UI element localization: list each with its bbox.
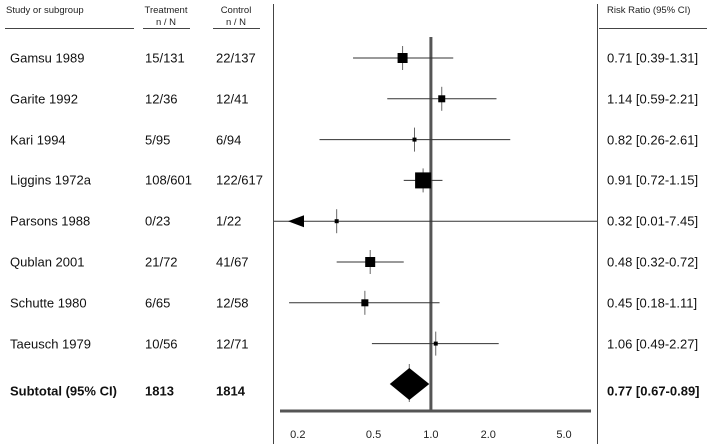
point-estimate-square xyxy=(433,341,438,346)
row-risk-ratio-text: 0.91 [0.72-1.15] xyxy=(607,172,699,188)
row-control-value: 12/58 xyxy=(216,295,249,311)
row-treatment-value: 21/72 xyxy=(145,254,178,270)
header-rule-control xyxy=(213,28,260,29)
point-estimate-square xyxy=(397,53,408,63)
row-treatment-value: 15/131 xyxy=(145,50,185,66)
row-study-name: Garite 1992 xyxy=(10,91,78,107)
subtotal-diamond xyxy=(389,368,430,400)
subtotal-study-name: Subtotal (95% CI) xyxy=(10,383,117,399)
row-treatment-value: 0/23 xyxy=(145,213,171,229)
point-estimate-square xyxy=(361,299,369,307)
row-treatment-value: 12/36 xyxy=(145,91,178,107)
row-study-name: Kari 1994 xyxy=(10,132,66,148)
header-treatment-sub: n / N xyxy=(155,17,177,28)
row-risk-ratio-text: 0.82 [0.26-2.61] xyxy=(607,132,699,148)
row-control-value: 12/71 xyxy=(216,336,249,352)
x-tick-label: 0.2 xyxy=(290,429,305,441)
header-rule-study xyxy=(5,28,134,29)
point-estimate-square xyxy=(415,172,432,189)
point-estimate-square xyxy=(438,95,446,103)
plot-right-border xyxy=(597,4,598,444)
row-treatment-value: 5/95 xyxy=(145,132,171,148)
point-estimate-square xyxy=(365,257,376,267)
row-control-value: 6/94 xyxy=(216,132,242,148)
row-study-name: Schutte 1980 xyxy=(10,295,87,311)
row-control-value: 122/617 xyxy=(216,172,263,188)
point-estimate-square xyxy=(412,137,417,142)
row-treatment-value: 10/56 xyxy=(145,336,178,352)
header-control: Control xyxy=(220,5,252,16)
x-tick-label: 1.0 xyxy=(423,429,438,441)
subtotal-risk-ratio-text: 0.77 [0.67-0.89] xyxy=(607,383,700,399)
header-rule-risk-ratio xyxy=(599,28,707,29)
row-study-name: Gamsu 1989 xyxy=(10,50,85,66)
row-control-value: 22/137 xyxy=(216,50,256,66)
row-risk-ratio-text: 1.14 [0.59-2.21] xyxy=(607,91,699,107)
row-risk-ratio-text: 0.45 [0.18-1.11] xyxy=(607,295,698,311)
x-tick-label: 2.0 xyxy=(481,429,496,441)
row-study-name: Parsons 1988 xyxy=(10,213,91,229)
row-treatment-value: 108/601 xyxy=(145,172,192,188)
row-risk-ratio-text: 1.06 [0.49-2.27] xyxy=(607,336,699,352)
plot-left-border xyxy=(273,4,274,444)
row-treatment-value: 6/65 xyxy=(145,295,171,311)
ci-arrow-left xyxy=(288,215,304,228)
row-study-name: Qublan 2001 xyxy=(10,254,85,270)
row-control-value: 41/67 xyxy=(216,254,249,270)
header-risk-ratio: Risk Ratio (95% CI) xyxy=(607,5,691,16)
subtotal-control-value: 1814 xyxy=(216,383,245,399)
x-tick-label: 5.0 xyxy=(556,429,571,441)
row-risk-ratio-text: 0.48 [0.32-0.72] xyxy=(607,254,699,270)
header-treatment: Treatment xyxy=(144,5,188,16)
row-control-value: 1/22 xyxy=(216,213,242,229)
row-study-name: Liggins 1972a xyxy=(10,172,91,188)
row-risk-ratio-text: 0.71 [0.39-1.31] xyxy=(607,50,699,66)
row-study-name: Taeusch 1979 xyxy=(10,336,91,352)
row-risk-ratio-text: 0.32 [0.01-7.45] xyxy=(607,213,699,229)
header-control-sub: n / N xyxy=(225,17,247,28)
header-rule-treatment xyxy=(143,28,190,29)
point-estimate-square xyxy=(334,219,339,224)
x-tick-label: 0.5 xyxy=(366,429,381,441)
subtotal-treatment-value: 1813 xyxy=(145,383,174,399)
row-control-value: 12/41 xyxy=(216,91,249,107)
header-study: Study or subgroup xyxy=(6,5,84,16)
